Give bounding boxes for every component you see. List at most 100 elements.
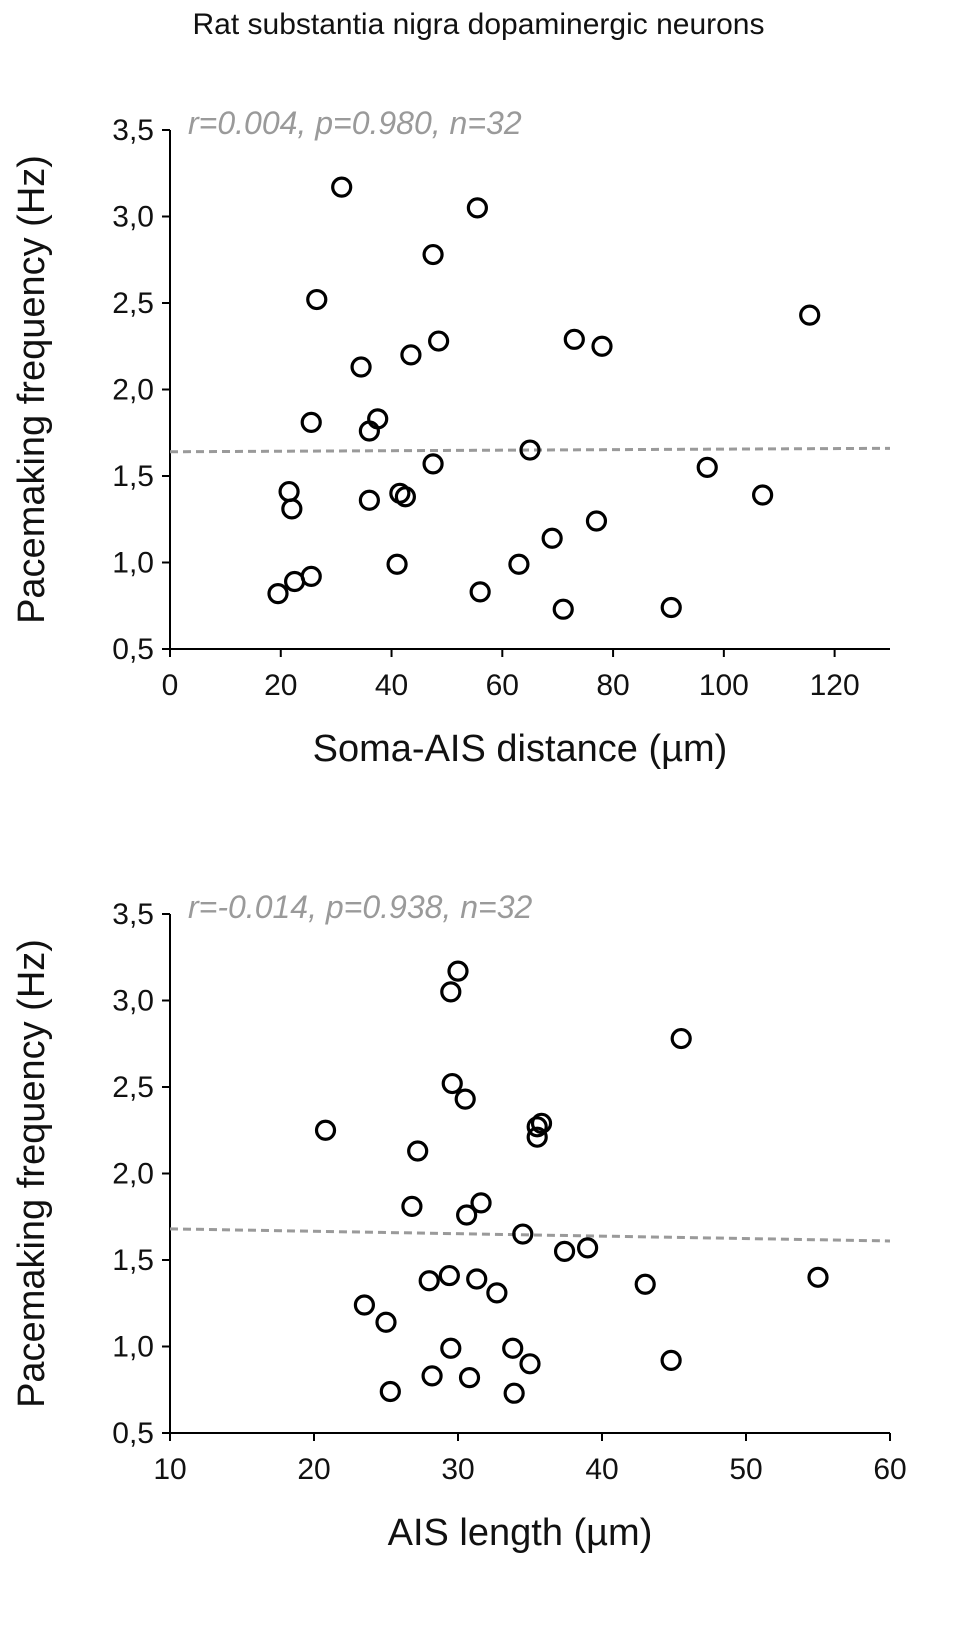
data-point <box>526 1116 548 1138</box>
y-tick-label: 1,5 <box>112 460 154 493</box>
x-axis-title: Soma-AIS distance (µm) <box>313 728 728 770</box>
data-point <box>563 328 585 350</box>
data-point <box>466 1268 488 1290</box>
stats-annotation: r=0.004, p=0.980, n=32 <box>188 105 522 141</box>
data-point <box>350 356 372 378</box>
y-tick-label: 2,0 <box>112 374 154 407</box>
data-point <box>541 527 563 549</box>
x-tick-label: 0 <box>162 669 179 702</box>
x-tick-label: 40 <box>585 1453 618 1486</box>
data-point <box>401 1195 423 1217</box>
data-point <box>353 1294 375 1316</box>
data-point <box>508 553 530 575</box>
data-point <box>799 304 821 326</box>
data-point <box>530 1112 553 1134</box>
data-point <box>358 489 380 511</box>
data-point <box>519 1353 541 1375</box>
y-axis-title: Pacemaking frequency (Hz) <box>11 939 53 1408</box>
y-tick-label: 3,0 <box>112 201 154 234</box>
data-point <box>421 1365 443 1387</box>
x-tick-label: 10 <box>153 1453 186 1486</box>
data-point <box>400 344 422 366</box>
y-tick-label: 1,5 <box>112 1244 154 1277</box>
data-point <box>375 1311 397 1333</box>
data-point <box>552 598 574 620</box>
scatter-panel-ais-length: 0,5 1,0 1,5 2,0 2,5 3,0 3,5 10 20 30 40 50 60 AIS len… <box>11 889 907 1554</box>
data-point <box>428 330 450 352</box>
x-tick-label: 120 <box>810 669 860 702</box>
data-point <box>486 1282 508 1304</box>
data-point <box>466 197 488 219</box>
data-point <box>379 1380 401 1403</box>
data-point <box>358 420 380 442</box>
y-tick-label: 3,5 <box>112 114 154 147</box>
data-point <box>331 176 353 198</box>
regression-fit-line <box>169 446 891 454</box>
data-point <box>634 1273 656 1295</box>
data-point <box>314 1119 337 1141</box>
y-tick-label: 1,0 <box>112 547 154 580</box>
stats-annotation: r=-0.014, p=0.938, n=32 <box>188 889 532 925</box>
data-point <box>386 553 408 575</box>
data-point <box>440 1337 462 1359</box>
data-point <box>807 1266 829 1288</box>
data-point <box>576 1237 599 1259</box>
y-tick-label: 2,5 <box>112 287 154 320</box>
data-point <box>454 1088 476 1110</box>
data-point <box>278 480 300 503</box>
data-point <box>440 981 462 1003</box>
data-point <box>407 1140 429 1162</box>
data-point <box>502 1337 524 1359</box>
data-point <box>526 1126 548 1148</box>
x-tick-label: 40 <box>375 669 408 702</box>
data-point <box>281 498 303 520</box>
x-tick-label: 20 <box>297 1453 330 1486</box>
data-point <box>441 1072 463 1095</box>
data-point <box>418 1270 440 1292</box>
data-point <box>394 486 416 508</box>
data-point <box>306 288 328 311</box>
data-point <box>300 411 322 433</box>
data-point <box>696 456 718 478</box>
x-tick-label: 60 <box>486 669 519 702</box>
x-axis-title: AIS length (µm) <box>388 1512 653 1554</box>
data-point <box>752 484 774 506</box>
data-point <box>458 1367 481 1389</box>
data-point <box>553 1240 576 1262</box>
data-point <box>447 960 469 982</box>
data-point <box>670 1027 692 1050</box>
data-point <box>660 1349 682 1371</box>
y-tick-label: 0,5 <box>112 633 154 666</box>
x-tick-label: 60 <box>873 1453 906 1486</box>
y-tick-label: 2,0 <box>112 1158 154 1191</box>
x-tick-label: 100 <box>699 669 749 702</box>
data-point <box>591 335 613 357</box>
y-axis-title: Pacemaking frequency (Hz) <box>11 155 53 624</box>
y-tick-label: 2,5 <box>112 1071 154 1104</box>
x-tick-label: 30 <box>441 1453 474 1486</box>
data-point <box>512 1223 534 1245</box>
y-tick-label: 3,5 <box>112 898 154 931</box>
scatter-panel-soma-ais-distance: 0,5 1,0 1,5 2,0 2,5 3,0 3,5 0 20 40 60 80 100 120 Soma… <box>11 105 891 770</box>
data-point <box>585 510 608 532</box>
figure-title: Rat substantia nigra dopaminergic neuron… <box>192 8 765 41</box>
data-point <box>456 1204 478 1226</box>
data-point <box>438 1264 460 1287</box>
y-tick-label: 0,5 <box>112 1417 154 1450</box>
data-point <box>422 243 444 266</box>
x-tick-label: 50 <box>729 1453 762 1486</box>
x-tick-label: 20 <box>264 669 297 702</box>
y-tick-label: 3,0 <box>112 985 154 1018</box>
data-point <box>469 581 491 603</box>
data-point <box>519 439 541 461</box>
data-point <box>422 453 444 475</box>
data-point <box>470 1192 492 1214</box>
data-point <box>660 596 682 619</box>
data-point <box>267 583 289 605</box>
data-point <box>284 570 306 593</box>
regression-fit-line <box>169 1227 891 1243</box>
data-point <box>503 1382 525 1404</box>
x-tick-label: 80 <box>596 669 629 702</box>
y-tick-label: 1,0 <box>112 1331 154 1364</box>
